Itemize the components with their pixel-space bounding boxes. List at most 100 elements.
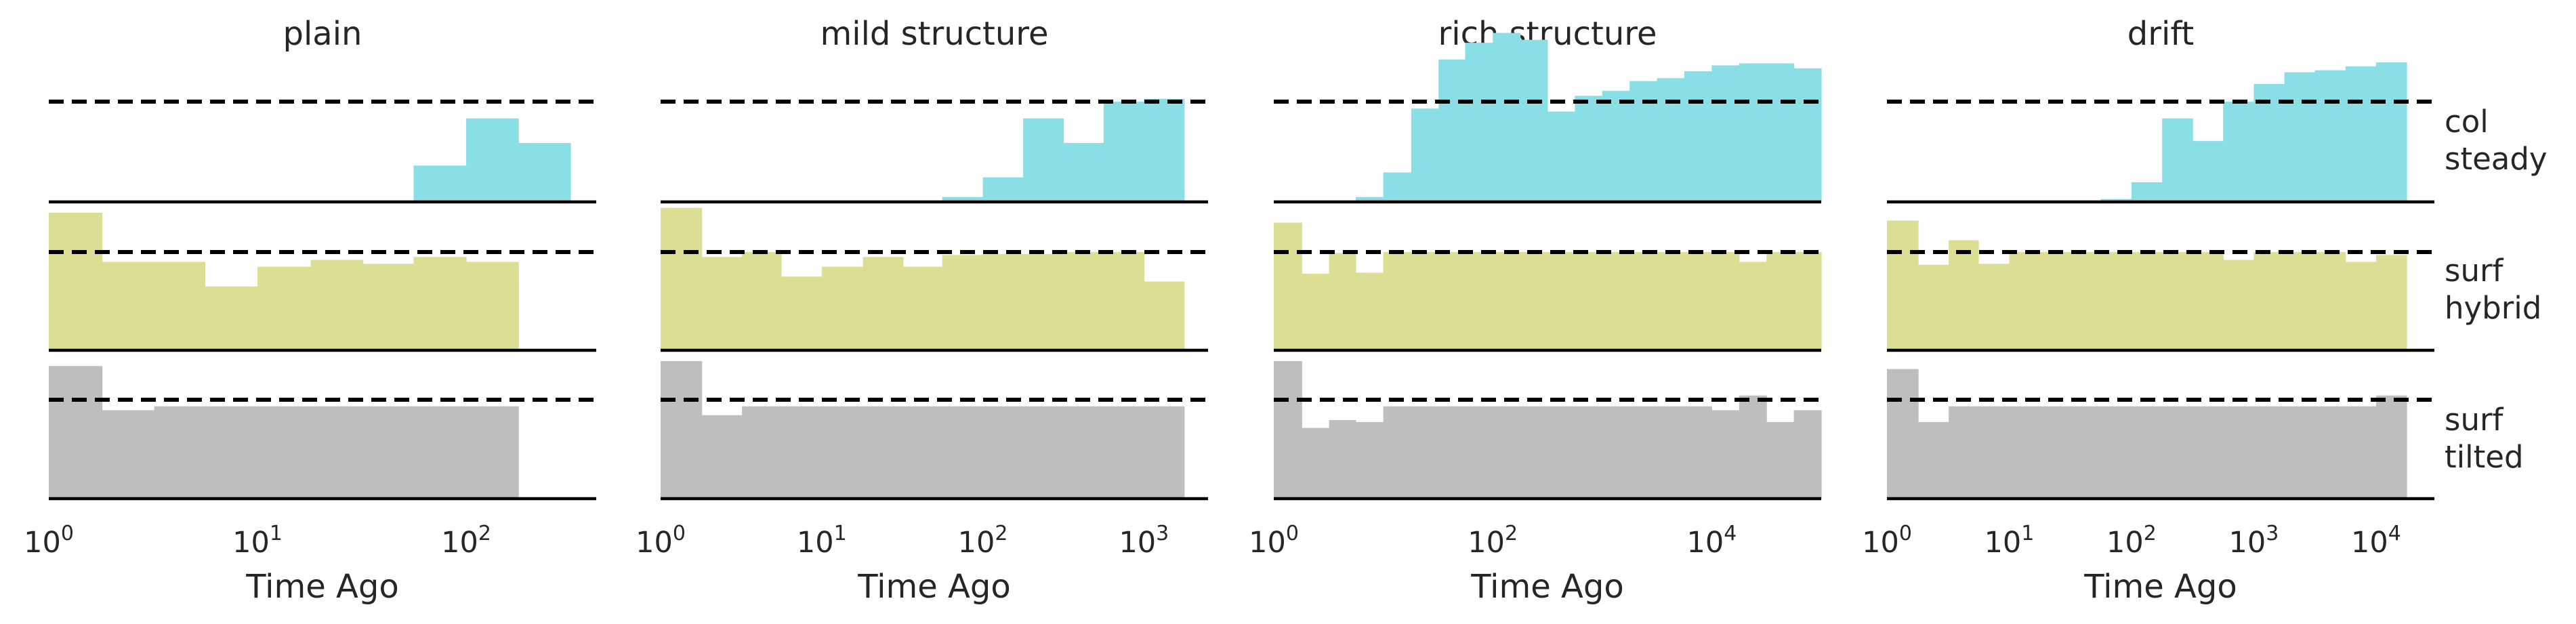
- hist-bar: [2100, 406, 2132, 499]
- hist-bar: [2193, 406, 2224, 499]
- hist-bar: [1355, 272, 1384, 350]
- hist-bar: [1949, 240, 1979, 350]
- hist-bar: [1465, 252, 1493, 350]
- hist-bar: [154, 262, 206, 350]
- row-label: tilted: [2445, 439, 2524, 475]
- hist-bar: [1766, 63, 1795, 202]
- hist-bar: [1602, 406, 1630, 499]
- hist-bar: [2009, 406, 2041, 499]
- hist-bar: [1023, 406, 1064, 499]
- hist-bar: [1493, 406, 1521, 499]
- hist-bar: [1766, 421, 1795, 499]
- x-axis-label: Time Ago: [857, 568, 1010, 606]
- hist-bar: [661, 361, 703, 499]
- hist-bar: [1302, 273, 1330, 350]
- hist-bar: [362, 264, 415, 350]
- hist-bar: [1063, 143, 1104, 202]
- hist-bar: [310, 406, 364, 499]
- hist-bar: [1978, 406, 2010, 499]
- x-tick-label: 101: [232, 522, 283, 560]
- hist-bar: [2253, 252, 2285, 350]
- hist-bar: [1547, 252, 1575, 350]
- hist-bar: [2345, 406, 2377, 499]
- hist-bar: [1411, 108, 1439, 202]
- x-axis-label: Time Ago: [2083, 568, 2237, 606]
- hist-bar: [2253, 406, 2285, 499]
- hist-bar: [1411, 252, 1439, 350]
- row-label: surf: [2445, 253, 2504, 289]
- hist-bar: [1657, 406, 1685, 499]
- hist-bar: [102, 262, 155, 350]
- row-label: col: [2445, 104, 2489, 140]
- hist-bar: [2375, 395, 2407, 499]
- hist-bar: [1302, 428, 1330, 499]
- hist-bar: [742, 252, 782, 350]
- hist-bar: [2284, 252, 2316, 350]
- hist-bar: [2040, 252, 2072, 350]
- hist-bar: [310, 259, 364, 350]
- hist-bar: [1629, 81, 1658, 203]
- panel-title: drift: [2127, 15, 2194, 53]
- hist-bar: [1520, 39, 1548, 202]
- hist-bar: [1575, 96, 1603, 202]
- hist-bar: [2375, 62, 2407, 202]
- hist-bar: [982, 253, 1024, 350]
- hist-bar: [1438, 59, 1466, 202]
- hist-bar: [742, 406, 782, 499]
- hist-bar: [701, 415, 743, 499]
- hist-bar: [49, 366, 103, 499]
- hist-bar: [863, 406, 904, 499]
- hist-bar: [1711, 410, 1740, 499]
- hist-bar: [1329, 420, 1356, 499]
- hist-bar: [413, 257, 467, 350]
- panel-title: mild structure: [820, 15, 1049, 53]
- hist-bar: [1793, 252, 1822, 350]
- panel-0: plain 100 101 102 Time Ago: [24, 15, 596, 606]
- x-tick-label: 104: [2351, 522, 2401, 560]
- hist-bar: [1520, 252, 1548, 350]
- hist-bar: [1547, 111, 1575, 202]
- hist-bar: [1602, 91, 1630, 202]
- hist-bar: [1711, 65, 1740, 202]
- hist-bar: [1144, 98, 1185, 202]
- hist-bar: [1739, 63, 1767, 202]
- hist-bar: [1103, 252, 1144, 350]
- hist-bar: [2223, 259, 2255, 350]
- hist-bar: [2162, 406, 2193, 499]
- hist-bar: [2162, 118, 2193, 202]
- hist-bar: [1355, 421, 1384, 499]
- hist-bar: [1023, 253, 1064, 350]
- hist-bar: [466, 118, 519, 202]
- hist-bar: [257, 406, 312, 499]
- hist-bar: [1520, 406, 1548, 499]
- hist-bar: [2131, 406, 2163, 499]
- hist-bar: [1657, 78, 1685, 202]
- hist-bar: [1355, 196, 1384, 202]
- hist-bar: [413, 165, 467, 202]
- panel-1: mild structure 100 101 102 103 Time Ago: [636, 15, 1208, 606]
- x-tick-label: 101: [797, 522, 847, 560]
- hist-bar: [1684, 252, 1712, 350]
- hist-bar: [821, 266, 864, 350]
- hist-bar: [2284, 72, 2316, 202]
- x-tick-label: 104: [1686, 522, 1737, 560]
- row-label: steady: [2445, 141, 2548, 177]
- x-axis-label: Time Ago: [1470, 568, 1623, 606]
- hist-bar: [154, 406, 206, 499]
- hist-bar: [1739, 262, 1767, 350]
- hist-bar: [205, 406, 258, 499]
- hist-bar: [1575, 252, 1603, 350]
- hist-bar: [2223, 102, 2255, 202]
- hist-bar: [518, 143, 571, 202]
- hist-bar: [2193, 252, 2224, 350]
- hist-bar: [1949, 406, 1979, 499]
- hist-bar: [942, 406, 984, 499]
- hist-bar: [2284, 406, 2316, 499]
- x-tick-label: 102: [441, 522, 491, 560]
- panel-3: drift 100 101 102 103 104 Time Ago: [1862, 15, 2434, 606]
- hist-bar: [701, 257, 743, 350]
- hist-bar: [1629, 252, 1658, 350]
- hist-bar: [2345, 262, 2377, 350]
